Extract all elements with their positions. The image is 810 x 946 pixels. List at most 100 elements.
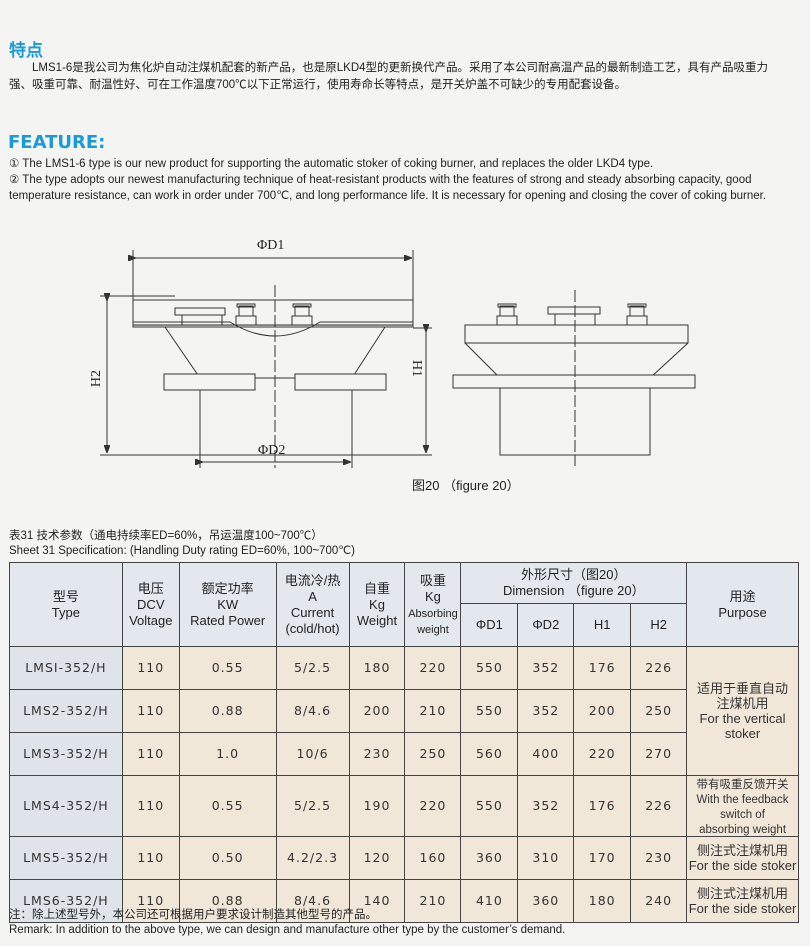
table-row: LMSI-352/H 110 0.55 5/2.5 180 220 550 352 176 226… <box>9 646 799 776</box>
purpose-text: With the feedback <box>696 794 789 806</box>
table-cell: 352 <box>517 689 575 733</box>
table-cell: 310 <box>517 836 575 880</box>
spec-table: 型号 Type 电压 DCV Voltage 额定功率 KW Rated Power 电流… <box>9 562 799 923</box>
table-cell: 270 <box>630 732 688 776</box>
en-paragraph-line3: temperature resistance, can work in orde… <box>9 190 766 202</box>
table-cell: 250 <box>630 689 688 733</box>
note-en: Remark: In addition to the above type, w… <box>9 924 566 936</box>
header-h1: H1 <box>573 603 632 647</box>
table-title-en: Sheet 31 Specification: (Handling Duty r… <box>9 545 355 557</box>
table-cell: 560 <box>460 732 519 776</box>
table-cell: 210 <box>404 879 462 923</box>
table-cell: 410 <box>460 879 519 923</box>
table-row: LMS2-352/H 110 0.88 8/4.6 200 210 550 352 200 250 <box>9 689 799 733</box>
table-cell: 352 <box>517 646 575 690</box>
table-cell: 1.0 <box>178 732 277 776</box>
header-d2: ΦD2 <box>517 603 575 647</box>
table-cell: 110 <box>121 775 180 837</box>
header-power: 额定功率 KW Rated Power <box>178 562 277 647</box>
table-cell: 160 <box>404 836 462 880</box>
table-cell: 170 <box>573 836 632 880</box>
table-cell: 4.2/2.3 <box>275 836 350 880</box>
header-weight: 自重 Kg Weight <box>348 562 406 647</box>
table-cell: 120 <box>348 836 406 880</box>
table-cell: 180 <box>573 879 632 923</box>
table-cell: 176 <box>573 646 632 690</box>
purpose-cell: 侧注式注煤机用 For the side stoker <box>686 836 799 880</box>
table-cell: 226 <box>630 646 688 690</box>
table-cell: 190 <box>348 775 406 837</box>
table-cell: LMS2-352/H <box>9 689 123 733</box>
table-cell: 0.55 <box>178 646 277 690</box>
en-paragraph-line2: ② The type adopts our newest manufacturi… <box>9 174 752 186</box>
header-h2: H2 <box>630 603 688 647</box>
purpose-cell: 适用于垂直自动 注煤机用 For the vertical stoker <box>686 646 799 776</box>
header-purpose: 用途 Purpose <box>686 562 799 647</box>
table-cell: 230 <box>630 836 688 880</box>
table-row: LMS6-352/H 110 0.88 8/4.6 140 210 410 360 180 240… <box>9 879 799 923</box>
table-cell: 200 <box>348 689 406 733</box>
purpose-text: For the side stoker <box>688 901 797 916</box>
table-cell: 176 <box>573 775 632 837</box>
purpose-text: 适用于垂直自动 <box>697 681 789 696</box>
purpose-text: stoker <box>724 726 761 741</box>
table-cell: 226 <box>630 775 688 837</box>
en-paragraph-line1: ① The LMS1-6 type is our new product for… <box>9 158 654 170</box>
table-cell: 8/4.6 <box>275 689 350 733</box>
en-heading: FEATURE: <box>8 132 106 153</box>
purpose-text: 带有吸重反馈开关 <box>696 779 789 791</box>
table-cell: 5/2.5 <box>275 775 350 837</box>
table-cell: 0.50 <box>178 836 277 880</box>
table-cell: 180 <box>348 646 406 690</box>
table-row: LMS4-352/H 110 0.55 5/2.5 190 220 550 352 176 226… <box>9 775 799 837</box>
table-cell: 10/6 <box>275 732 350 776</box>
purpose-text: 侧注式注煤机用 <box>697 843 789 858</box>
table-cell: LMS3-352/H <box>9 732 123 776</box>
table-cell: 230 <box>348 732 406 776</box>
header-d1: ΦD1 <box>460 603 519 647</box>
table-cell: 110 <box>121 646 180 690</box>
table-cell: 110 <box>121 689 180 733</box>
table-cell: 0.88 <box>178 689 277 733</box>
table-cell: LMS6-352/H <box>9 879 123 923</box>
header-type: 型号 Type <box>9 562 123 647</box>
purpose-text: switch of <box>720 809 765 821</box>
header-absorb: 吸重 Kg Absorbing weight <box>404 562 462 647</box>
table-cell: 0.55 <box>178 775 277 837</box>
figure-20-drawing <box>100 250 696 468</box>
cn-heading: 特点 <box>9 41 43 61</box>
table-cell: LMS4-352/H <box>9 775 123 837</box>
side-view <box>452 290 696 466</box>
table-cell: 220 <box>573 732 632 776</box>
table-cell: 8/4.6 <box>275 879 350 923</box>
table-cell: 110 <box>121 732 180 776</box>
h2-label: H2 <box>89 369 105 388</box>
purpose-text: 侧注式注煤机用 <box>697 886 789 901</box>
table-cell: 5/2.5 <box>275 646 350 690</box>
purpose-text: absorbing weight <box>699 824 787 836</box>
purpose-text: 注煤机用 <box>716 696 769 711</box>
table-cell: 550 <box>460 646 519 690</box>
d2-label: ΦD2 <box>258 443 286 458</box>
table-cell: 140 <box>348 879 406 923</box>
note-cn: 注：除上述型号外，本公司还可根据用户要求设计制造其他型号的产品。 <box>9 909 377 921</box>
table-cell: 110 <box>121 879 180 923</box>
table-cell: 220 <box>404 646 462 690</box>
front-view <box>100 250 432 468</box>
header-dimension: 外形尺寸（图20） Dimension （figure 20） <box>460 562 688 604</box>
table-cell: LMS5-352/H <box>9 836 123 880</box>
d1-label: ΦD1 <box>257 238 285 253</box>
table-cell: LMSI-352/H <box>9 646 123 690</box>
cn-paragraph-line2: 强、吸重可靠、耐温性好、可在工作温度700℃以下正常运行，使用寿命长等特点，是开… <box>9 79 627 91</box>
table-cell: 400 <box>517 732 575 776</box>
table-cell: 110 <box>121 836 180 880</box>
header-current: 电流冷/热 A Current (cold/hot) <box>275 562 350 647</box>
cn-paragraph-line1: LMS1-6是我公司为焦化炉自动注煤机配套的新产品，也是原LKD4型的更新换代产… <box>9 62 769 74</box>
table-row: LMS3-352/H 110 1.0 10/6 230 250 560 400 220 270 <box>9 732 799 776</box>
table-cell: 250 <box>404 732 462 776</box>
purpose-cell: 侧注式注煤机用 For the side stoker <box>686 879 799 923</box>
purpose-text: For the vertical <box>699 711 786 726</box>
purpose-text: For the side stoker <box>688 858 797 873</box>
purpose-cell: 带有吸重反馈开关 With the feedback switch of absorb… <box>686 775 799 837</box>
